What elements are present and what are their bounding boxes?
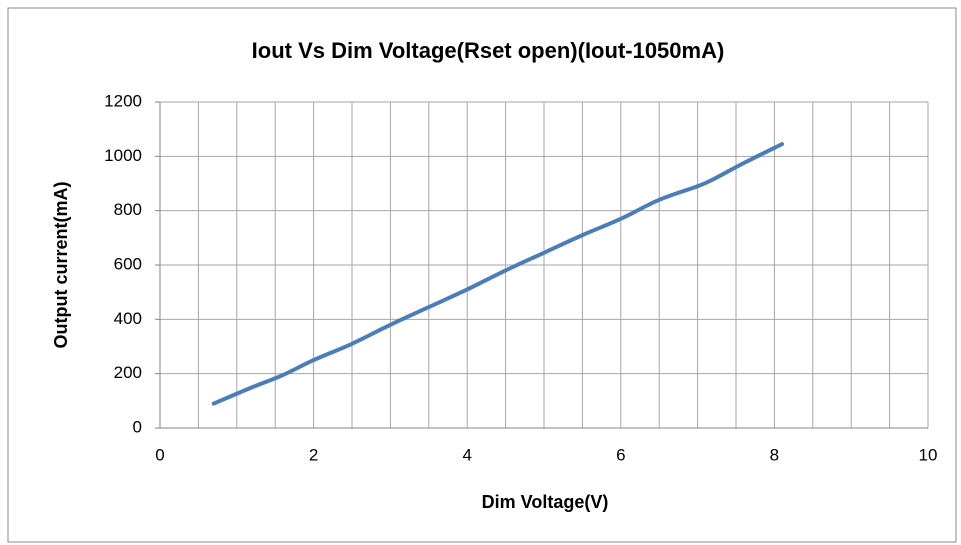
y-tick-label: 600: [114, 254, 142, 273]
x-tick-label: 2: [309, 445, 318, 464]
y-tick-label: 0: [133, 417, 142, 436]
chart-frame: [7, 7, 957, 543]
x-tick-label: 6: [616, 445, 625, 464]
y-tick-label: 400: [114, 309, 142, 328]
y-tick-label: 200: [114, 363, 142, 382]
x-tick-label: 10: [919, 445, 938, 464]
x-tick-label: 0: [155, 445, 164, 464]
y-tick-label: 800: [114, 200, 142, 219]
x-tick-label: 4: [462, 445, 471, 464]
y-tick-label: 1200: [104, 91, 142, 110]
x-axis-label: Dim Voltage(V): [482, 492, 609, 512]
series-line: [211, 142, 785, 406]
chart-title: Iout Vs Dim Voltage(Rset open)(Iout-1050…: [252, 38, 725, 63]
y-tick-label: 1000: [104, 146, 142, 165]
x-tick-label: 8: [770, 445, 779, 464]
y-axis-label: Output current(mA): [51, 182, 71, 349]
